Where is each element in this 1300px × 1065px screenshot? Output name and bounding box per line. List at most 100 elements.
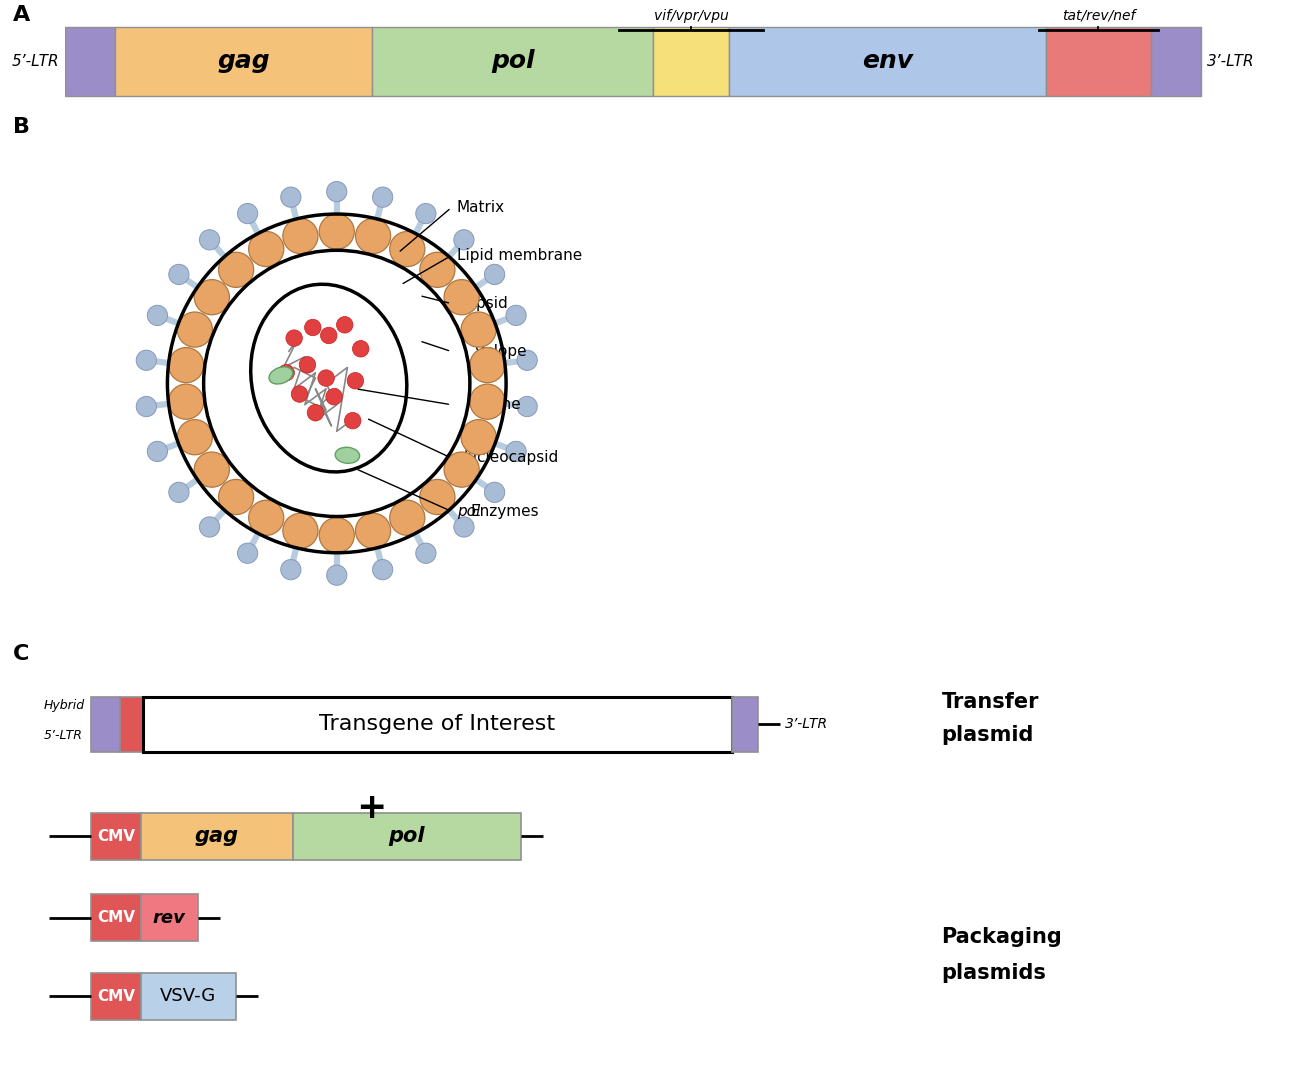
Circle shape <box>147 441 168 461</box>
Circle shape <box>326 181 347 201</box>
Text: 5’-LTR: 5’-LTR <box>44 728 83 741</box>
Text: pol: pol <box>389 826 425 847</box>
Circle shape <box>320 518 355 553</box>
Circle shape <box>291 386 308 403</box>
Bar <box>140 813 292 861</box>
Circle shape <box>462 312 497 347</box>
Circle shape <box>169 482 188 503</box>
Bar <box>140 973 235 1020</box>
Circle shape <box>317 370 334 387</box>
Bar <box>91 973 140 1020</box>
Bar <box>91 895 140 941</box>
Circle shape <box>390 231 425 266</box>
Text: C: C <box>13 644 30 665</box>
Bar <box>91 698 120 752</box>
Circle shape <box>299 357 316 373</box>
Circle shape <box>517 350 537 371</box>
Circle shape <box>517 396 537 416</box>
Text: A: A <box>13 5 30 26</box>
Circle shape <box>462 420 497 455</box>
Text: 3’-LTR: 3’-LTR <box>785 718 828 732</box>
Circle shape <box>506 441 526 461</box>
Text: Envelope: Envelope <box>456 344 528 359</box>
Circle shape <box>355 218 390 253</box>
Circle shape <box>199 517 220 537</box>
Circle shape <box>136 396 156 416</box>
Circle shape <box>506 306 526 326</box>
Text: Nucleocapsid: Nucleocapsid <box>456 450 559 465</box>
Bar <box>91 813 140 861</box>
Text: Lipid membrane: Lipid membrane <box>456 248 582 263</box>
Circle shape <box>337 316 354 333</box>
Text: CMV: CMV <box>98 989 135 1004</box>
Circle shape <box>320 214 355 249</box>
Circle shape <box>469 347 504 382</box>
Text: Capsid: Capsid <box>456 296 508 311</box>
Text: plasmids: plasmids <box>941 963 1046 983</box>
Text: gag: gag <box>217 49 270 73</box>
Circle shape <box>281 559 302 579</box>
Circle shape <box>326 389 342 405</box>
Text: vif/vpr/vpu: vif/vpr/vpu <box>654 9 728 22</box>
Circle shape <box>420 479 455 514</box>
Circle shape <box>121 167 552 599</box>
Bar <box>1150 27 1201 96</box>
Circle shape <box>286 330 303 346</box>
Circle shape <box>326 566 347 586</box>
Circle shape <box>177 312 212 347</box>
Circle shape <box>416 543 436 563</box>
Circle shape <box>321 327 337 344</box>
Bar <box>292 813 520 861</box>
Bar <box>732 698 758 752</box>
Circle shape <box>485 264 504 284</box>
Text: pol: pol <box>491 49 534 73</box>
Text: CMV: CMV <box>98 829 135 843</box>
Circle shape <box>169 384 204 420</box>
Circle shape <box>147 306 168 326</box>
Text: pol: pol <box>456 504 485 519</box>
Text: Packaging: Packaging <box>941 927 1062 947</box>
Circle shape <box>416 203 436 224</box>
Text: env: env <box>862 49 913 73</box>
Circle shape <box>238 543 257 563</box>
Circle shape <box>248 501 283 536</box>
Bar <box>120 698 143 752</box>
Bar <box>140 895 198 941</box>
Text: tat/rev/nef: tat/rev/nef <box>1062 9 1135 22</box>
Circle shape <box>281 187 302 208</box>
Text: Transfer: Transfer <box>941 692 1039 711</box>
Text: +: + <box>356 791 386 825</box>
Text: Transgene of Interest: Transgene of Interest <box>318 715 555 735</box>
Circle shape <box>204 250 469 517</box>
Text: Matrix: Matrix <box>456 200 504 215</box>
Circle shape <box>390 501 425 536</box>
Circle shape <box>454 230 474 250</box>
Circle shape <box>347 373 364 389</box>
Text: B: B <box>13 117 30 137</box>
Circle shape <box>199 230 220 250</box>
Text: VSV-G: VSV-G <box>160 987 216 1005</box>
Text: plasmid: plasmid <box>941 725 1034 746</box>
Circle shape <box>238 203 257 224</box>
Bar <box>729 27 1045 96</box>
Circle shape <box>194 280 229 315</box>
Circle shape <box>454 517 474 537</box>
Text: CMV: CMV <box>98 911 135 925</box>
Ellipse shape <box>269 366 292 384</box>
Circle shape <box>469 384 504 420</box>
Circle shape <box>304 320 321 335</box>
Circle shape <box>344 412 361 429</box>
Circle shape <box>218 479 254 514</box>
Circle shape <box>194 452 229 487</box>
Circle shape <box>373 559 393 579</box>
Circle shape <box>248 231 283 266</box>
Bar <box>116 27 372 96</box>
Circle shape <box>445 280 480 315</box>
Circle shape <box>283 218 318 253</box>
Text: Hybrid: Hybrid <box>44 700 84 712</box>
Circle shape <box>177 420 212 455</box>
Ellipse shape <box>251 284 407 472</box>
Circle shape <box>283 513 318 548</box>
Text: 3’-LTR: 3’-LTR <box>1208 53 1254 69</box>
Circle shape <box>136 350 156 371</box>
